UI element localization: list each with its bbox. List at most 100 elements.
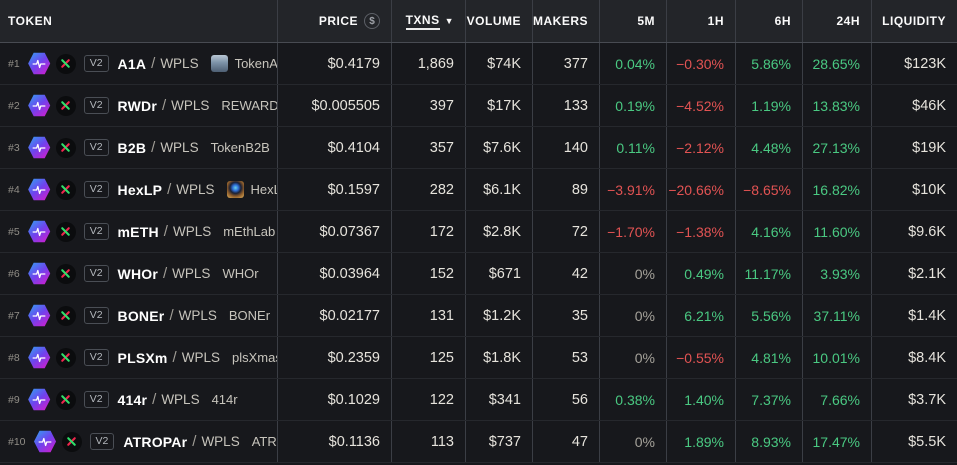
quote-symbol: WPLS [160, 140, 199, 155]
change-5m-cell: −1.70% [600, 211, 667, 252]
table-row[interactable]: #6 V2 WHOr / WPLS WHOr $0.03964 152 $671… [0, 253, 957, 295]
token-symbol: BONEr [117, 307, 165, 324]
table-row[interactable]: #5 V2 mETH / WPLS mEthLab $0.07367 172 $… [0, 211, 957, 253]
price-cell: $0.03964 [278, 253, 392, 294]
liquidity-cell: $10K [912, 181, 946, 198]
change-6h-cell: 8.93% [736, 421, 803, 462]
pair-separator: / [163, 265, 168, 282]
version-badge: V2 [83, 349, 109, 366]
makers-cell: 47 [533, 421, 600, 462]
token-name: mEthLab [223, 224, 276, 239]
table-row[interactable]: #2 V2 RWDr / WPLS REWARDr $0.005505 397 … [0, 85, 957, 127]
pulsex-icon [55, 137, 76, 158]
token-cell[interactable]: #8 V2 PLSXm / WPLS plsXmas [0, 337, 278, 378]
volume-cell: $6.1K [466, 169, 533, 210]
quote-symbol: WPLS [171, 98, 210, 113]
makers-cell: 377 [533, 43, 600, 84]
change-5m-cell: 0% [600, 253, 667, 294]
change-24h-cell: 10.01% [803, 337, 872, 378]
col-header-token: TOKEN [0, 0, 278, 42]
change-5m-cell: 0% [600, 295, 667, 336]
price-cell: $0.1597 [278, 169, 392, 210]
price-cell: $0.07367 [278, 211, 392, 252]
rank-label: #4 [8, 183, 20, 196]
change-1h-cell: −0.55% [667, 337, 736, 378]
price-cell: $0.4179 [278, 43, 392, 84]
dollar-circle-icon[interactable]: $ [364, 13, 380, 29]
col-header-txns[interactable]: TXNS ▼ [392, 0, 466, 42]
rank-label: #2 [8, 99, 20, 112]
pair-separator: / [172, 349, 177, 366]
version-badge: V2 [83, 97, 109, 114]
change-6h-cell: 11.17% [736, 253, 803, 294]
col-header-liquidity[interactable]: LIQUIDITY [872, 0, 957, 42]
makers-cell: 133 [533, 85, 600, 126]
table-row[interactable]: #8 V2 PLSXm / WPLS plsXmas $0.2359 125 $… [0, 337, 957, 379]
txns-cell: 1,869 [392, 43, 466, 84]
version-badge: V2 [89, 433, 115, 450]
token-symbol: PLSXm [117, 349, 168, 366]
txns-cell: 113 [392, 421, 466, 462]
change-1h-cell: −1.38% [667, 211, 736, 252]
token-name: HexLP [250, 182, 277, 197]
col-header-6h[interactable]: 6H [736, 0, 803, 42]
token-cell[interactable]: #7 V2 BONEr / WPLS BONEr [0, 295, 278, 336]
change-1h-cell: −2.12% [667, 127, 736, 168]
col-header-volume[interactable]: VOLUME [466, 0, 533, 42]
volume-cell: $74K [466, 43, 533, 84]
col-header-1h[interactable]: 1H [667, 0, 736, 42]
token-cell[interactable]: #9 V2 414r / WPLS 414r [0, 379, 278, 420]
col-header-price[interactable]: PRICE $ [278, 0, 392, 42]
token-cell[interactable]: #4 V2 HexLP / WPLS HexLP [0, 169, 278, 210]
pair-separator: / [151, 139, 156, 156]
liquidity-cell: $19K [912, 139, 946, 156]
col-header-5m[interactable]: 5M [600, 0, 667, 42]
change-6h-cell: 4.81% [736, 337, 803, 378]
pulsechain-icon [28, 388, 51, 411]
pulsechain-icon [28, 262, 51, 285]
change-24h-cell: 7.66% [803, 379, 872, 420]
pair-separator: / [167, 181, 172, 198]
price-cell: $0.2359 [278, 337, 392, 378]
txns-cell: 172 [392, 211, 466, 252]
token-cell[interactable]: #10 V2 ATROPAr / WPLS ATROPAr [0, 421, 278, 462]
table-row[interactable]: #1 V2 A1A / WPLS TokenA1A $0.4179 1,869 … [0, 43, 957, 85]
token-cell[interactable]: #3 V2 B2B / WPLS TokenB2B [0, 127, 278, 168]
table-body: #1 V2 A1A / WPLS TokenA1A $0.4179 1,869 … [0, 43, 957, 463]
txns-cell: 122 [392, 379, 466, 420]
col-header-liquidity-label: LIQUIDITY [882, 14, 946, 28]
txns-cell: 397 [392, 85, 466, 126]
pulsechain-icon [28, 52, 51, 75]
token-cell[interactable]: #6 V2 WHOr / WPLS WHOr [0, 253, 278, 294]
pulsechain-icon [28, 178, 51, 201]
token-cell[interactable]: #2 V2 RWDr / WPLS REWARDr [0, 85, 278, 126]
table-row[interactable]: #4 V2 HexLP / WPLS HexLP $0.1597 282 $6.… [0, 169, 957, 211]
price-cell: $0.005505 [278, 85, 392, 126]
col-header-makers[interactable]: MAKERS [533, 0, 600, 42]
table-row[interactable]: #7 V2 BONEr / WPLS BONEr $0.02177 131 $1… [0, 295, 957, 337]
version-badge: V2 [83, 223, 109, 240]
volume-cell: $737 [466, 421, 533, 462]
volume-cell: $341 [466, 379, 533, 420]
quote-symbol: WPLS [178, 308, 217, 323]
quote-symbol: WPLS [172, 224, 212, 239]
token-name: WHOr [222, 266, 259, 281]
version-badge: V2 [83, 181, 109, 198]
txns-cell: 357 [392, 127, 466, 168]
col-header-24h[interactable]: 24H [803, 0, 872, 42]
volume-cell: $1.8K [466, 337, 533, 378]
makers-cell: 72 [533, 211, 600, 252]
table-row[interactable]: #9 V2 414r / WPLS 414r $0.1029 122 $341 … [0, 379, 957, 421]
version-badge: V2 [83, 307, 109, 324]
table-row[interactable]: #3 V2 B2B / WPLS TokenB2B $0.4104 357 $7… [0, 127, 957, 169]
volume-cell: $1.2K [466, 295, 533, 336]
token-cell[interactable]: #5 V2 mETH / WPLS mEthLab [0, 211, 278, 252]
token-cell[interactable]: #1 V2 A1A / WPLS TokenA1A [0, 43, 278, 84]
rank-label: #1 [8, 57, 20, 70]
token-symbol: HexLP [117, 181, 163, 198]
col-header-txns-label: TXNS [405, 13, 440, 30]
token-name: TokenB2B [210, 140, 270, 155]
liquidity-cell: $9.6K [908, 223, 946, 240]
table-row[interactable]: #10 V2 ATROPAr / WPLS ATROPAr $0.1136 11… [0, 421, 957, 463]
